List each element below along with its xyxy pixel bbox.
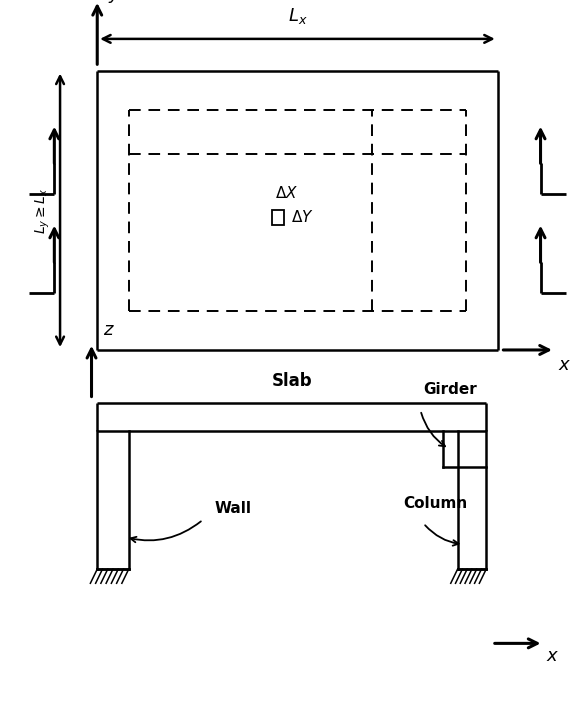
Text: $z$: $z$ [103, 322, 115, 339]
Text: $\Delta Y$: $\Delta Y$ [291, 209, 314, 226]
Text: $L_y \geq L_x$: $L_y \geq L_x$ [34, 187, 52, 233]
Text: Girder: Girder [423, 382, 477, 397]
Text: $y$: $y$ [108, 0, 121, 6]
Text: $x$: $x$ [546, 647, 559, 665]
Text: $\Delta X$: $\Delta X$ [275, 185, 297, 201]
Text: Wall: Wall [214, 501, 252, 516]
Bar [272, 209, 284, 225]
Text: Column: Column [403, 496, 467, 511]
Text: Slab: Slab [271, 373, 312, 390]
Text: $L_x$: $L_x$ [288, 6, 307, 26]
Text: $x$: $x$ [558, 356, 571, 373]
